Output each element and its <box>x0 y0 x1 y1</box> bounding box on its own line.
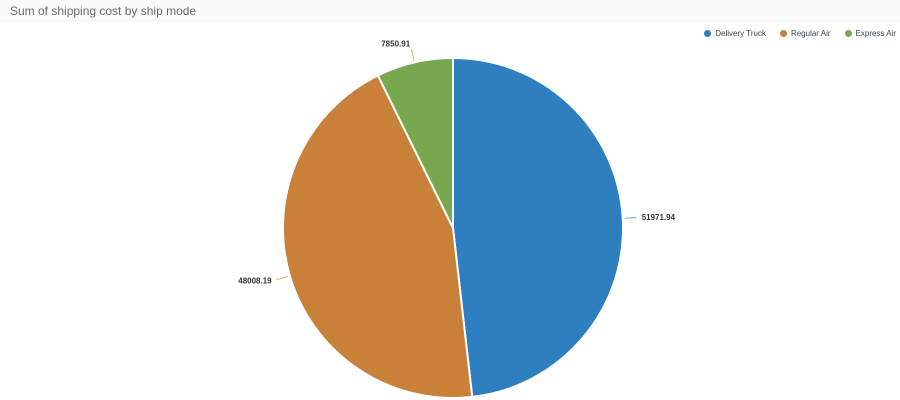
legend-item-label: Regular Air <box>790 29 831 38</box>
slice-label-leader-line <box>276 275 289 281</box>
pie-slices-group: 51971.94 48008.19 7850.91 <box>238 39 676 399</box>
slice-value-label: 48008.19 <box>238 277 272 286</box>
legend-marker-icon <box>844 30 852 37</box>
chart-title-bar: Sum of shipping cost by ship mode <box>0 0 900 21</box>
slice-label-leader-line <box>410 48 415 61</box>
legend-item-label: Express Air <box>855 29 896 38</box>
pie-slice-express-air[interactable] <box>376 57 454 229</box>
pie-slice-delivery-truck[interactable] <box>452 57 624 398</box>
legend-marker-icon <box>704 30 712 37</box>
legend-item-label: Delivery Truck <box>715 29 766 38</box>
slice-label-leader-line <box>624 217 637 219</box>
slice-value-label: 7850.91 <box>381 39 410 48</box>
slice-value-label: 51971.94 <box>642 213 676 222</box>
legend: Delivery Truck Regular Air Express Air <box>704 29 896 38</box>
legend-item-regular-air[interactable]: Regular Air <box>779 29 831 38</box>
legend-marker-icon <box>779 30 787 37</box>
chart-title: Sum of shipping cost by ship mode <box>10 4 197 18</box>
pie-slice-regular-air[interactable] <box>282 74 474 399</box>
legend-item-express-air[interactable]: Express Air <box>844 29 896 38</box>
legend-item-delivery-truck[interactable]: Delivery Truck <box>704 29 766 38</box>
